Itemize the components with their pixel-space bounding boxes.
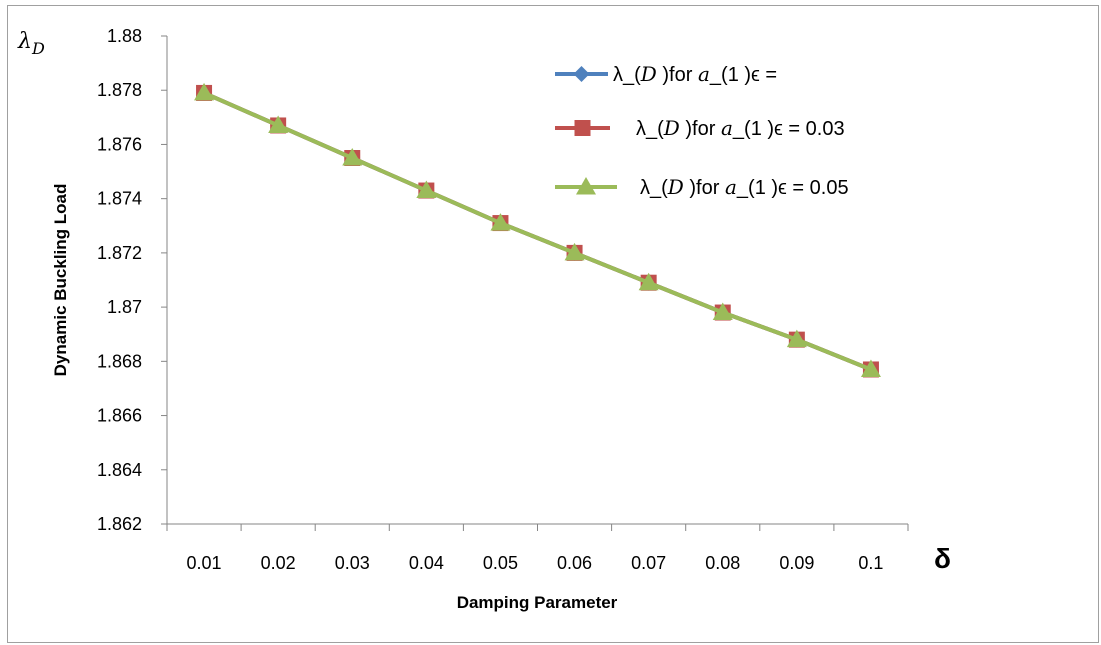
x-tick-label: 0.02: [261, 553, 296, 573]
chart-frame: [7, 5, 1099, 643]
legend-item: λ_(D )for a_(1 )ϵ = 0.03: [555, 116, 845, 140]
legend-marker: [576, 177, 596, 195]
y-tick-label: 1.866: [97, 406, 142, 426]
legend-marker: [573, 66, 590, 82]
x-tick-label: 0.03: [335, 553, 370, 573]
x-tick-label: 0.04: [409, 553, 444, 573]
x-tick-label: 0.08: [705, 553, 740, 573]
x-tick-label: 0.1: [858, 553, 883, 573]
data-point: [564, 242, 585, 261]
y-tick-label: 1.874: [97, 189, 142, 209]
legend-label-part: )for: [680, 118, 721, 140]
legend-label-part: D: [640, 62, 657, 86]
x-tick-label: 0.01: [187, 553, 222, 573]
data-point: [638, 272, 659, 291]
y-tick-label: 1.88: [107, 26, 142, 46]
legend-label-part: )for: [657, 64, 698, 86]
series-3: [194, 82, 881, 377]
y-tick-label: 1.862: [97, 514, 142, 534]
data-point: [860, 359, 881, 377]
data-point: [490, 213, 511, 231]
y-symbol: λD: [17, 29, 45, 58]
legend-item: λ_(D )for a_(1 )ϵ = 0.05: [555, 175, 849, 199]
legend-item: λ_(D )for a_(1 )ϵ =: [555, 62, 777, 86]
legend-label-part: D: [663, 116, 680, 140]
y-tick-label: 1.864: [97, 460, 142, 480]
y-tick-label: 1.878: [97, 80, 142, 100]
y-ticks: 1.862 1.864 1.866 1.868 1.87 1.872 1.874 1.876 1…: [97, 26, 167, 534]
legend-label: λ_(D )for a_(1 )ϵ =: [613, 62, 777, 86]
legend-label-part: λ_(: [640, 177, 668, 199]
data-point: [786, 329, 807, 348]
legend-label-part: a: [698, 62, 710, 86]
legend: λ_(D )for a_(1 )ϵ =λ_(D )for a_(1 )ϵ = 0…: [555, 62, 849, 199]
y-symbol-sub: D: [31, 39, 45, 58]
x-ticks: 0.01 0.02 0.03 0.04 0.05 0.06 0.07 0.08 0.09 0.1: [166, 524, 909, 573]
y-symbol-base: λ: [17, 29, 32, 54]
legend-label: λ_(D )for a_(1 )ϵ = 0.03: [636, 116, 845, 140]
x-tick-label: 0.07: [631, 553, 666, 573]
legend-label-part: a: [721, 116, 733, 140]
data-point: [416, 180, 437, 199]
y-tick-label: 1.876: [97, 134, 142, 154]
y-tick-label: 1.872: [97, 243, 142, 263]
x-tick-label: 0.05: [483, 553, 518, 573]
data-point: [712, 302, 733, 321]
legend-label-part: a: [725, 175, 737, 199]
x-symbol: δ: [934, 543, 951, 574]
y-tick-label: 1.87: [107, 297, 142, 317]
legend-label-part: _(1 )ϵ = 0.03: [732, 118, 845, 140]
data-point: [342, 148, 363, 166]
x-tick-label: 0.09: [779, 553, 814, 573]
legend-label-part: λ_(: [613, 64, 641, 86]
data-point: [194, 82, 215, 101]
legend-label-part: λ_(: [636, 118, 664, 140]
legend-label-part: D: [667, 175, 684, 199]
legend-label: λ_(D )for a_(1 )ϵ = 0.05: [640, 175, 849, 199]
legend-label-part: _(1 )ϵ = 0.05: [736, 177, 849, 199]
x-axis-title: Damping Parameter: [457, 593, 618, 612]
x-tick-label: 0.06: [557, 553, 592, 573]
legend-label-part: _(1 )ϵ =: [709, 64, 777, 86]
data-point: [268, 115, 289, 133]
axes: [166, 36, 908, 525]
legend-label-part: )for: [684, 177, 725, 199]
y-axis-title: Dynamic Buckling Load: [51, 184, 70, 377]
series-line: [203, 91, 872, 372]
y-tick-label: 1.868: [97, 351, 142, 371]
series: [194, 82, 881, 378]
legend-marker: [574, 120, 591, 136]
